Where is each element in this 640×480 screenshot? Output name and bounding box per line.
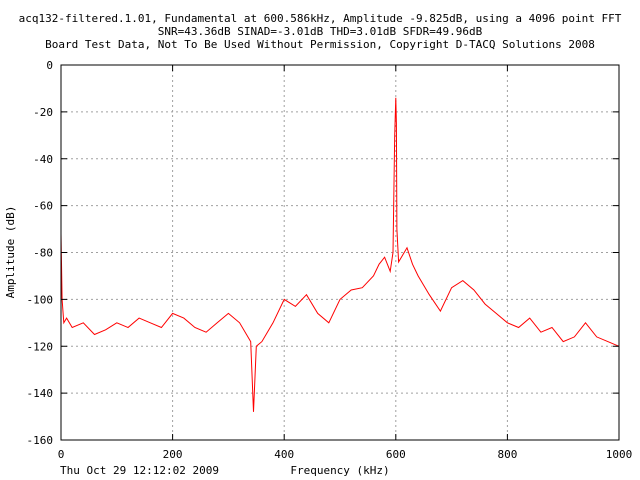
x-tick-label: 0 xyxy=(58,448,65,461)
y-tick-label: -80 xyxy=(33,247,53,260)
chart-title-line-2: SNR=43.36dB SINAD=-3.01dB THD=3.01dB SFD… xyxy=(157,25,483,38)
y-tick-label: -140 xyxy=(27,387,54,400)
x-tick-label: 600 xyxy=(386,448,406,461)
y-tick-label: -20 xyxy=(33,106,53,119)
fft-spectrum-line xyxy=(60,97,620,412)
chart-title-line-3: Board Test Data, Not To Be Used Without … xyxy=(45,38,595,51)
timestamp: Thu Oct 29 12:12:02 2009 xyxy=(60,464,219,477)
y-tick-label: -100 xyxy=(27,293,54,306)
tick-layer: 0 200 400 600 800 1000 0 -20 -40 -60 -80 -100 -120 -1… xyxy=(27,59,633,461)
y-tick-label: -120 xyxy=(27,340,54,353)
grid-lines xyxy=(61,65,619,440)
x-tick-label: 1000 xyxy=(606,448,633,461)
chart-title-line-1: acq132-filtered.1.01, Fundamental at 600… xyxy=(18,12,622,25)
y-tick-label: -60 xyxy=(33,200,53,213)
x-axis-label: Frequency (kHz) xyxy=(290,464,389,477)
y-tick-label: -160 xyxy=(27,434,54,447)
x-tick-label: 800 xyxy=(497,448,517,461)
x-tick-label: 200 xyxy=(163,448,183,461)
x-tick-label: 400 xyxy=(274,448,294,461)
plot-frame xyxy=(60,64,620,441)
y-tick-label: -40 xyxy=(33,153,53,166)
y-tick-label: 0 xyxy=(46,59,53,72)
y-axis-label: Amplitude (dB) xyxy=(4,206,17,299)
series-layer xyxy=(60,97,620,412)
